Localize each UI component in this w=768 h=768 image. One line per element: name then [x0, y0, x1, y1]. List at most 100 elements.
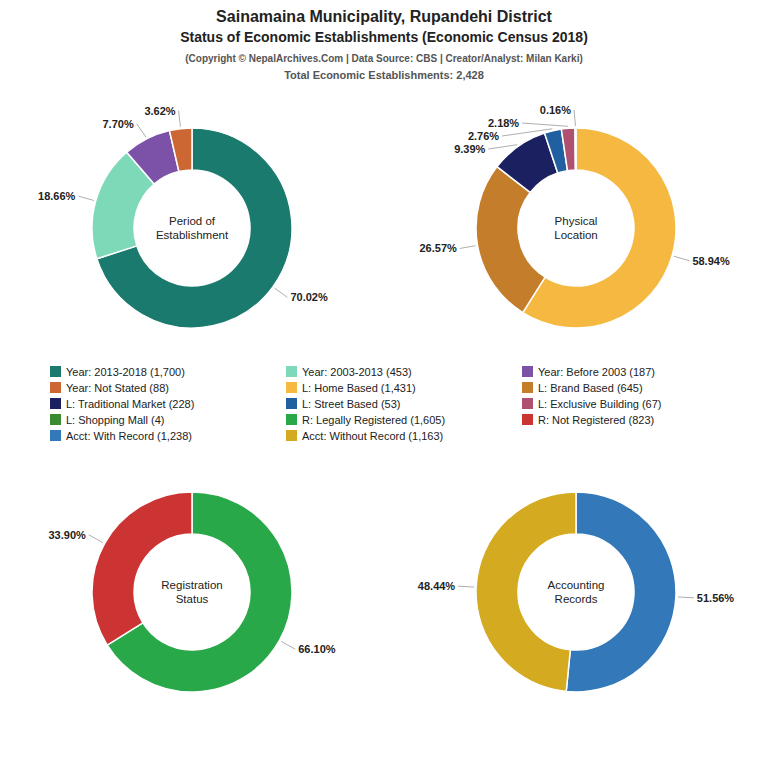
slice	[476, 167, 545, 313]
slices	[476, 492, 676, 692]
legend-swatch	[522, 414, 533, 425]
legend-label: R: Legally Registered (1,605)	[302, 414, 445, 426]
legend-label: L: Shopping Mall (4)	[66, 414, 164, 426]
legend-item: L: Exclusive Building (67)	[522, 398, 662, 410]
subtitle: (Copyright © NepalArchives.Com | Data So…	[185, 53, 583, 64]
data-label: 58.94%	[692, 255, 730, 267]
legend-swatch	[50, 398, 61, 409]
legend-swatch	[50, 414, 61, 425]
slice	[169, 128, 192, 171]
legend-label: Year: 2003-2013 (453)	[302, 366, 412, 378]
legend-item: L: Shopping Mall (4)	[50, 414, 164, 426]
donut: Accounting Records 51.56% 48.44%	[418, 492, 735, 692]
legend-item: Year: Before 2003 (187)	[522, 366, 655, 378]
data-label: 2.76%	[468, 130, 499, 142]
legend-swatch	[522, 382, 533, 393]
donut: Registration Status 66.10% 33.90%	[48, 492, 335, 692]
legend-label: L: Exclusive Building (67)	[538, 398, 662, 410]
slices	[476, 128, 676, 328]
leader-line	[89, 535, 103, 543]
center-label: Period of Establishment	[156, 215, 229, 241]
slice	[561, 128, 575, 171]
legend-label: L: Brand Based (645)	[538, 382, 643, 394]
center-label: Physical Location	[554, 215, 597, 241]
donut: Period of Establishment 70.02% 18.66% 7.70% 3…	[38, 105, 328, 328]
center-label-line: Status	[176, 593, 209, 605]
leader-line	[274, 288, 287, 297]
data-label: 51.56%	[697, 592, 735, 604]
legend-item: L: Brand Based (645)	[522, 382, 643, 394]
legend-item: Year: 2003-2013 (453)	[286, 366, 412, 378]
leader-line	[522, 123, 568, 126]
legend-swatch	[286, 382, 297, 393]
legend-label: Acct: Without Record (1,163)	[302, 430, 443, 442]
chart-svg: Sainamaina Municipality, Rupandehi Distr…	[0, 0, 768, 768]
data-label: 7.70%	[102, 118, 133, 130]
legend-item: Year: Not Stated (88)	[50, 382, 169, 394]
data-label: 0.16%	[540, 104, 571, 116]
data-label: 33.90%	[48, 529, 86, 541]
slice	[92, 492, 192, 645]
legend-item: R: Legally Registered (1,605)	[286, 414, 445, 426]
legend-swatch	[522, 366, 533, 377]
leader-line	[488, 145, 517, 149]
legend-swatch	[522, 398, 533, 409]
center-label-line: Location	[554, 229, 597, 241]
data-label: 18.66%	[38, 190, 76, 202]
chart-container: Sainamaina Municipality, Rupandehi Distr…	[0, 0, 768, 768]
leader-line	[78, 196, 93, 200]
leader-line	[678, 596, 694, 598]
title: Sainamaina Municipality, Rupandehi Distr…	[216, 8, 552, 25]
center-label-line: Registration	[161, 579, 222, 591]
data-labels: 66.10% 33.90%	[48, 529, 335, 655]
center-label-line: Establishment	[156, 229, 229, 241]
legend-swatch	[286, 414, 297, 425]
legend-label: Acct: With Record (1,238)	[66, 430, 192, 442]
legend-item: Acct: With Record (1,238)	[50, 430, 192, 442]
legend-label: Year: Not Stated (88)	[66, 382, 169, 394]
leader-line	[281, 641, 295, 649]
legend-item: R: Not Registered (823)	[522, 414, 654, 426]
leader-line	[179, 111, 181, 127]
center-label: Accounting Records	[548, 579, 605, 605]
center-label-line: Accounting	[548, 579, 605, 591]
title: Status of Economic Establishments (Econo…	[180, 29, 588, 45]
legend-item: Year: 2013-2018 (1,700)	[50, 366, 185, 378]
legend-label: Year: Before 2003 (187)	[538, 366, 655, 378]
center-label: Registration Status	[161, 579, 222, 605]
leader-line	[137, 124, 146, 137]
legend-label: L: Home Based (1,431)	[302, 382, 416, 394]
data-label: 26.57%	[419, 242, 457, 254]
center-label-line: Records	[555, 593, 598, 605]
data-labels: 58.94% 26.57% 9.39%2.76%2.18% 0.16%	[419, 104, 729, 267]
legend-item: L: Street Based (53)	[286, 398, 400, 410]
legend-swatch	[50, 430, 61, 441]
slice	[476, 492, 576, 692]
data-label: 9.39%	[454, 143, 485, 155]
legend: Year: 2013-2018 (1,700) Year: 2003-2013 (…	[50, 366, 662, 442]
leader-line	[502, 129, 552, 136]
donut: Physical Location 58.94% 26.57% 9.39%2.76%2.…	[419, 104, 729, 328]
legend-label: L: Traditional Market (228)	[66, 398, 194, 410]
data-labels: 51.56% 48.44%	[418, 580, 735, 604]
slices	[92, 128, 292, 328]
legend-label: L: Street Based (53)	[302, 398, 400, 410]
legend-item: L: Traditional Market (228)	[50, 398, 194, 410]
data-label: 70.02%	[290, 291, 328, 303]
slice	[566, 492, 676, 692]
data-label: 3.62%	[144, 105, 175, 117]
data-labels: 70.02% 18.66% 7.70% 3.62%	[38, 105, 328, 304]
center-label-line: Physical	[555, 215, 598, 227]
legend-swatch	[286, 398, 297, 409]
legend-item: Acct: Without Record (1,163)	[286, 430, 443, 442]
data-label: 48.44%	[418, 580, 456, 592]
legend-swatch	[50, 366, 61, 377]
legend-label: R: Not Registered (823)	[538, 414, 654, 426]
leader-line	[574, 110, 575, 126]
data-label: 2.18%	[488, 117, 519, 129]
data-label: 66.10%	[298, 643, 336, 655]
center-label-line: Period of	[169, 215, 216, 227]
legend-label: Year: 2013-2018 (1,700)	[66, 366, 185, 378]
legend-swatch	[286, 366, 297, 377]
slices	[92, 492, 292, 692]
